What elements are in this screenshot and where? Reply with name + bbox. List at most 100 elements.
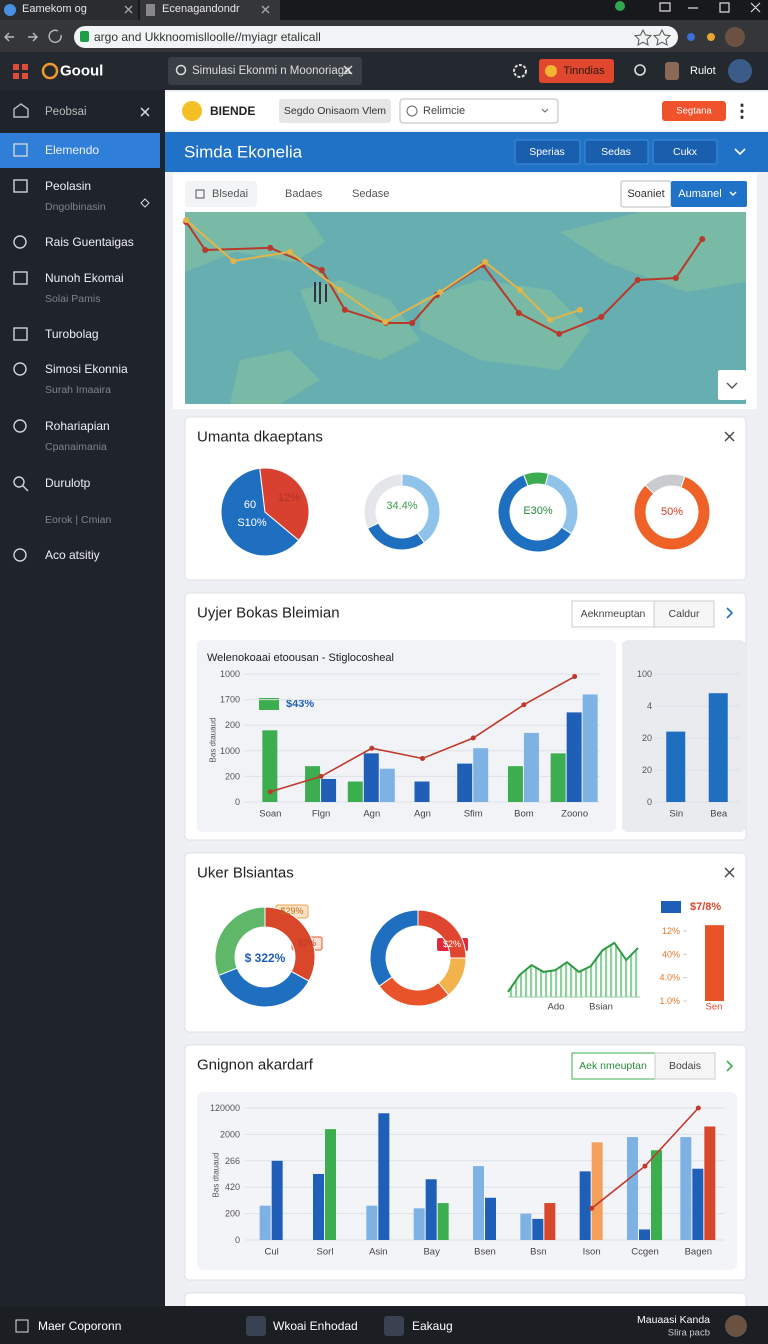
map-point xyxy=(515,309,522,316)
x-tick-label: Sin xyxy=(669,809,683,820)
nav-item[interactable]: Rohariapian xyxy=(45,419,110,433)
taskbar-label: Maer Coporonn xyxy=(38,1319,121,1333)
card-button[interactable] xyxy=(571,600,655,628)
axis-label: Bas dtauaud xyxy=(212,1153,221,1198)
select-box[interactable] xyxy=(399,98,559,124)
search-box[interactable] xyxy=(168,57,362,85)
card-next[interactable] xyxy=(726,1060,734,1072)
tab[interactable] xyxy=(140,0,280,20)
y-tick-label: 420 xyxy=(225,1182,240,1192)
select-caret xyxy=(541,108,549,113)
card-title: Umanta dkaeptans xyxy=(197,429,323,446)
y-tick-label: 4 xyxy=(647,701,652,711)
bar xyxy=(579,1171,591,1240)
map-expand[interactable] xyxy=(718,370,746,400)
settings-icon[interactable] xyxy=(513,64,527,78)
user-avatar[interactable] xyxy=(728,59,752,83)
tab[interactable] xyxy=(0,0,138,20)
nav-item[interactable]: Simosi Ekonnia xyxy=(45,362,128,376)
bar xyxy=(544,1203,556,1240)
bar xyxy=(378,1113,390,1240)
bar xyxy=(582,694,598,802)
map-tab-label: Badaes xyxy=(285,188,323,200)
badge-icon xyxy=(545,65,557,77)
badge-label: Tinndias xyxy=(563,65,605,77)
user-name: Rulot xyxy=(690,65,716,77)
app-header xyxy=(0,52,768,90)
x-tick-label: Bagen xyxy=(685,1247,712,1258)
line-point xyxy=(642,1163,648,1169)
nav-subitem: Cpanaimania xyxy=(45,441,107,453)
nav-item[interactable]: Turobolag xyxy=(45,327,99,341)
expand-icon[interactable] xyxy=(140,198,150,208)
tab-title: Ecenagandondr xyxy=(162,3,240,15)
nav-item[interactable]: Peolasin xyxy=(45,179,91,193)
map-point xyxy=(482,258,489,265)
tab-icon xyxy=(146,4,155,16)
map-point xyxy=(318,266,325,273)
y-tick-label: 1000 xyxy=(220,746,240,756)
sidebar-close[interactable] xyxy=(140,107,150,117)
map-tab-label: Blsedai xyxy=(212,188,248,200)
nav-item[interactable]: Rais Guentaigas xyxy=(45,235,134,249)
apps-icon[interactable] xyxy=(13,64,28,79)
donut-label: S10% xyxy=(237,517,267,529)
taskbar-app[interactable]: Eakaug xyxy=(412,1319,453,1333)
tab-close[interactable] xyxy=(124,5,270,14)
map-tab[interactable] xyxy=(185,181,257,207)
start-icon[interactable] xyxy=(15,1319,29,1333)
bar xyxy=(704,1126,716,1240)
bar xyxy=(566,712,582,802)
card-close[interactable] xyxy=(724,431,735,442)
x-tick-label: Ison xyxy=(583,1247,601,1258)
search-text: Simulasi Ekonmi n Moonoriaga xyxy=(192,65,351,77)
legend-label: $43% xyxy=(286,698,314,710)
profile-avatar[interactable] xyxy=(725,27,745,47)
bar xyxy=(262,730,278,802)
badge-button[interactable] xyxy=(539,59,614,83)
bar xyxy=(325,1129,336,1240)
y-tick-label: 266 xyxy=(225,1156,240,1166)
card-next[interactable] xyxy=(726,607,734,619)
toolbar-tab[interactable] xyxy=(279,99,391,123)
card-button[interactable] xyxy=(654,1052,716,1080)
banner-button[interactable] xyxy=(514,139,581,165)
x-tick-label: Cul xyxy=(265,1247,279,1258)
nav-item[interactable]: Aco atsitiy xyxy=(45,548,100,562)
nav-item[interactable]: Elemendo xyxy=(45,143,99,157)
card-button[interactable] xyxy=(653,600,715,628)
map-line xyxy=(185,219,581,324)
card-title: Gnignon akardarf xyxy=(197,1057,314,1074)
map-button[interactable] xyxy=(671,181,747,207)
x-tick-label: Bom xyxy=(514,809,534,820)
taskbar-app[interactable]: Wkoai Enhodad xyxy=(273,1319,358,1333)
window-controls[interactable] xyxy=(659,2,761,13)
user-avatar[interactable] xyxy=(725,1315,747,1337)
nav-item[interactable]: Durulotp xyxy=(45,476,91,490)
bar xyxy=(473,1166,484,1240)
map-point xyxy=(634,276,641,283)
card xyxy=(184,416,747,581)
url-box[interactable] xyxy=(74,26,678,48)
banner-button[interactable] xyxy=(584,139,649,165)
chip-label: $2% xyxy=(298,938,316,948)
app-icon[interactable] xyxy=(246,1316,266,1336)
bar xyxy=(379,768,395,802)
banner-caret[interactable] xyxy=(734,148,746,156)
search-clear[interactable] xyxy=(343,65,353,75)
card-close[interactable] xyxy=(724,867,735,878)
button-label: Bodais xyxy=(669,1060,701,1072)
search-icon[interactable] xyxy=(634,64,646,76)
nav-icon xyxy=(13,103,29,118)
brand-icon xyxy=(182,101,202,121)
banner-button[interactable] xyxy=(652,139,718,165)
bar xyxy=(425,1179,437,1240)
bookmark-icons[interactable] xyxy=(633,28,672,46)
nav-item[interactable]: Nunoh Ekomai xyxy=(45,271,124,285)
nav-buttons[interactable] xyxy=(4,29,62,43)
app-icon[interactable] xyxy=(384,1316,404,1336)
chart-panel xyxy=(197,640,616,832)
nav-subitem: Eorok | Cmian xyxy=(45,514,111,526)
action-button[interactable] xyxy=(662,101,726,121)
donut-segment xyxy=(369,909,419,987)
